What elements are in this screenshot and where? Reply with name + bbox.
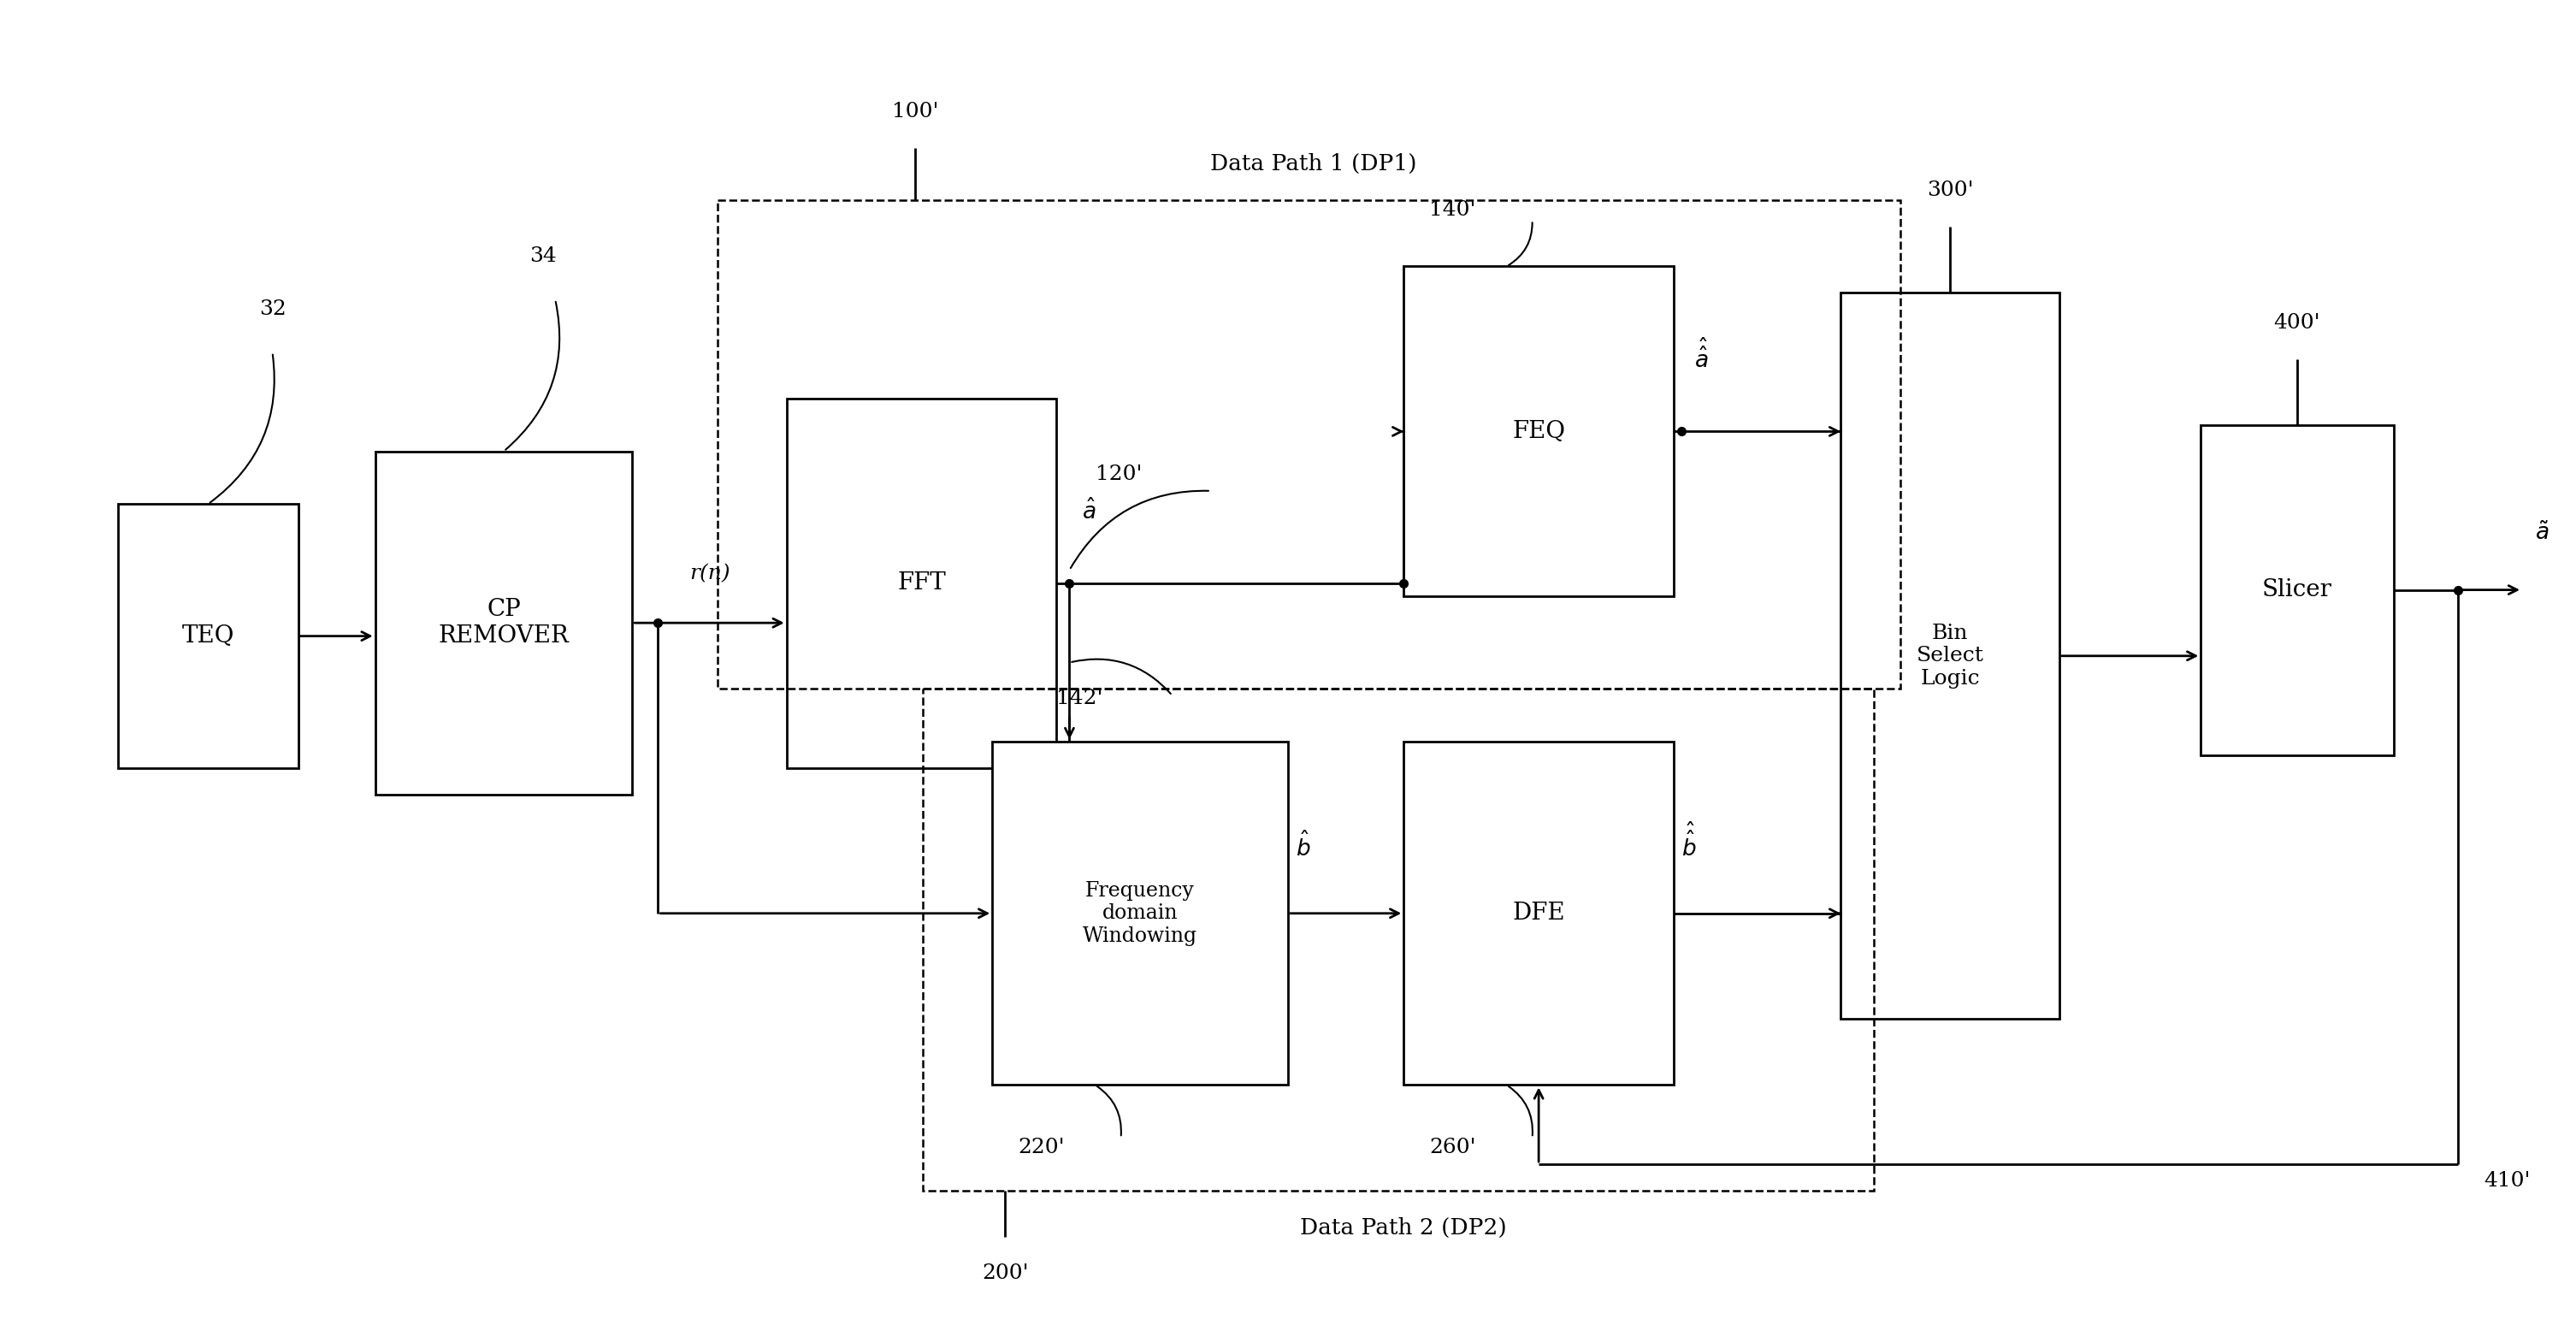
Text: 32: 32 [260, 299, 286, 319]
Text: 100': 100' [891, 102, 938, 121]
Text: Data Path 1 (DP1): Data Path 1 (DP1) [1211, 152, 1417, 174]
Text: Slicer: Slicer [2262, 578, 2331, 602]
Text: TEQ: TEQ [183, 624, 234, 648]
Bar [992, 742, 1288, 1085]
Text: 140': 140' [1430, 200, 1476, 220]
Text: $\hat{b}$: $\hat{b}$ [1296, 831, 1311, 860]
Text: $\tilde{a}$: $\tilde{a}$ [2535, 521, 2550, 543]
Text: FEQ: FEQ [1512, 420, 1566, 443]
Bar [786, 399, 1056, 768]
Text: DFE: DFE [1512, 902, 1566, 925]
Bar [922, 689, 1875, 1191]
Bar [716, 200, 1901, 689]
Text: Frequency
domain
Windowing: Frequency domain Windowing [1082, 881, 1198, 946]
Text: CP
REMOVER: CP REMOVER [438, 598, 569, 648]
Text: 34: 34 [531, 246, 556, 266]
Bar [1842, 293, 2058, 1019]
Text: 200': 200' [981, 1263, 1028, 1283]
Text: 220': 220' [1018, 1138, 1064, 1158]
Text: FFT: FFT [896, 571, 945, 595]
Text: 410': 410' [2483, 1171, 2530, 1190]
Text: r(n): r(n) [690, 563, 729, 583]
Text: Data Path 2 (DP2): Data Path 2 (DP2) [1301, 1216, 1507, 1239]
Text: $\hat{\hat{b}}$: $\hat{\hat{b}}$ [1682, 823, 1698, 860]
Bar [1404, 266, 1674, 596]
Bar [376, 452, 631, 795]
Text: Bin
Select
Logic: Bin Select Logic [1917, 623, 1984, 689]
Text: 260': 260' [1430, 1138, 1476, 1158]
Bar [2200, 425, 2393, 755]
Text: $\hat{a}$: $\hat{a}$ [1082, 498, 1097, 523]
Text: 400': 400' [2275, 313, 2321, 333]
Text: $\hat{\hat{a}}$: $\hat{\hat{a}}$ [1695, 338, 1708, 372]
Text: 120': 120' [1095, 465, 1141, 484]
Bar [118, 504, 299, 768]
Text: 142': 142' [1056, 689, 1103, 709]
Bar [1404, 742, 1674, 1085]
Text: 300': 300' [1927, 180, 1973, 200]
